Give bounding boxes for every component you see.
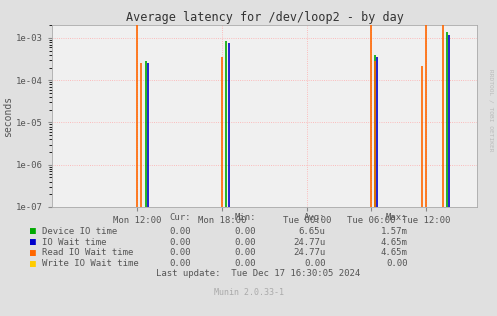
Text: Avg:: Avg: bbox=[304, 213, 326, 222]
Text: 24.77u: 24.77u bbox=[293, 248, 326, 257]
Title: Average latency for /dev/loop2 - by day: Average latency for /dev/loop2 - by day bbox=[126, 11, 404, 24]
Text: 4.65m: 4.65m bbox=[381, 238, 408, 246]
Y-axis label: seconds: seconds bbox=[3, 95, 13, 137]
Text: 0.00: 0.00 bbox=[235, 227, 256, 236]
Text: ■: ■ bbox=[30, 258, 36, 269]
Text: 0.00: 0.00 bbox=[235, 248, 256, 257]
Text: ■: ■ bbox=[30, 226, 36, 236]
Text: Write IO Wait time: Write IO Wait time bbox=[42, 259, 139, 268]
Text: 1.57m: 1.57m bbox=[381, 227, 408, 236]
Text: RRDTOOL / TOBI OETIKER: RRDTOOL / TOBI OETIKER bbox=[489, 69, 494, 152]
Text: Cur:: Cur: bbox=[170, 213, 191, 222]
Text: 0.00: 0.00 bbox=[386, 259, 408, 268]
Text: Last update:  Tue Dec 17 16:30:05 2024: Last update: Tue Dec 17 16:30:05 2024 bbox=[157, 269, 360, 277]
Text: 0.00: 0.00 bbox=[235, 238, 256, 246]
Text: 24.77u: 24.77u bbox=[293, 238, 326, 246]
Text: Munin 2.0.33-1: Munin 2.0.33-1 bbox=[214, 289, 283, 297]
Text: Device IO time: Device IO time bbox=[42, 227, 117, 236]
Text: 0.00: 0.00 bbox=[170, 227, 191, 236]
Text: 0.00: 0.00 bbox=[170, 259, 191, 268]
Text: Max:: Max: bbox=[386, 213, 408, 222]
Text: Min:: Min: bbox=[235, 213, 256, 222]
Text: ■: ■ bbox=[30, 237, 36, 247]
Text: 0.00: 0.00 bbox=[170, 248, 191, 257]
Text: 4.65m: 4.65m bbox=[381, 248, 408, 257]
Text: 0.00: 0.00 bbox=[304, 259, 326, 268]
Text: 6.65u: 6.65u bbox=[299, 227, 326, 236]
Text: Read IO Wait time: Read IO Wait time bbox=[42, 248, 134, 257]
Text: IO Wait time: IO Wait time bbox=[42, 238, 107, 246]
Text: 0.00: 0.00 bbox=[170, 238, 191, 246]
Text: 0.00: 0.00 bbox=[235, 259, 256, 268]
Text: ■: ■ bbox=[30, 248, 36, 258]
